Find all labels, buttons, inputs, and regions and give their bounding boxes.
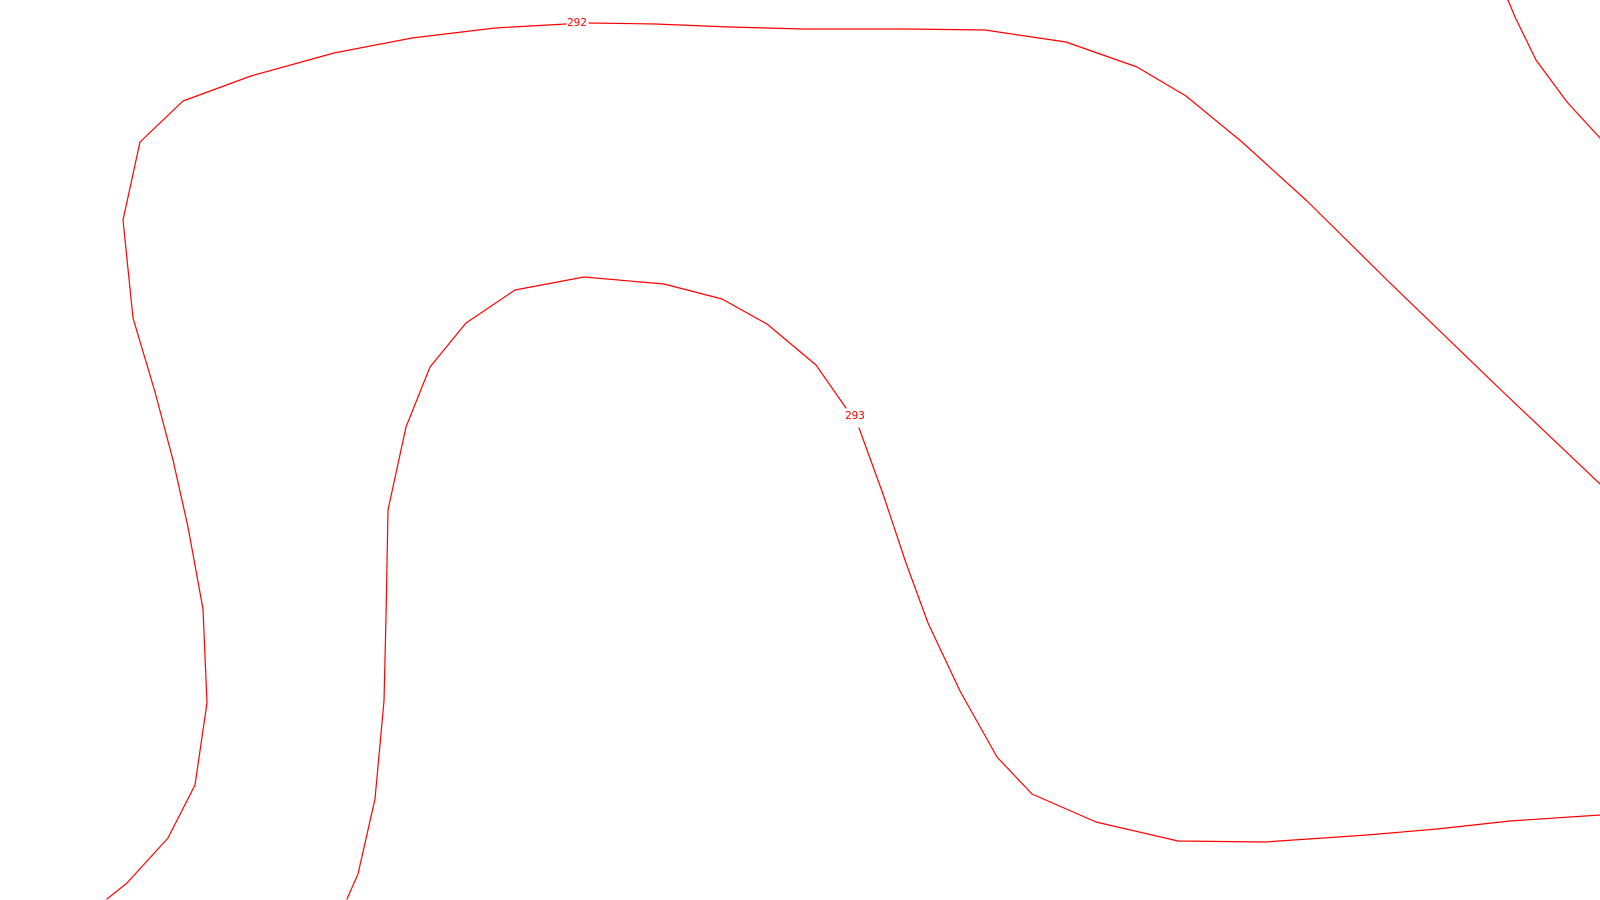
contour-corner: [1507, 0, 1600, 139]
contour-293: 293: [346, 276, 1600, 900]
contour-293-label: 293: [845, 409, 865, 422]
contour-293-line-upper: [346, 276, 847, 900]
contour-292-line-left: [106, 23, 567, 900]
contour-292: 292: [106, 16, 1600, 900]
contour-292-line-right: [588, 22, 1600, 485]
contour-293-line-lower: [858, 427, 1600, 843]
contour-corner-line: [1507, 0, 1600, 139]
contour-292-label: 292: [567, 16, 587, 29]
